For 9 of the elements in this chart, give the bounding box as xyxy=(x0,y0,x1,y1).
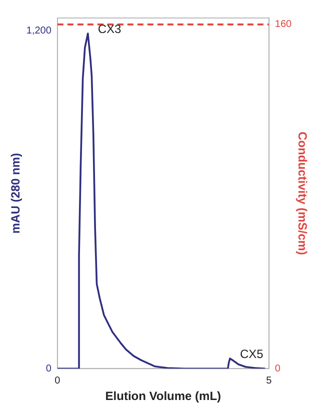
y-axis-title: mAU (280 nm) xyxy=(8,152,23,234)
x-axis-title: Elution Volume (mL) xyxy=(105,389,222,404)
annotation: CX3 xyxy=(98,22,122,36)
x-tick-label: 5 xyxy=(266,375,272,386)
y2-tick-label: 160 xyxy=(274,19,292,30)
y2-tick-label: 0 xyxy=(274,363,281,374)
y-tick-label: 1,200 xyxy=(26,25,52,36)
y2-axis-title: Conductivity (mS/cm) xyxy=(295,132,310,255)
annotation: CX5 xyxy=(240,346,264,361)
